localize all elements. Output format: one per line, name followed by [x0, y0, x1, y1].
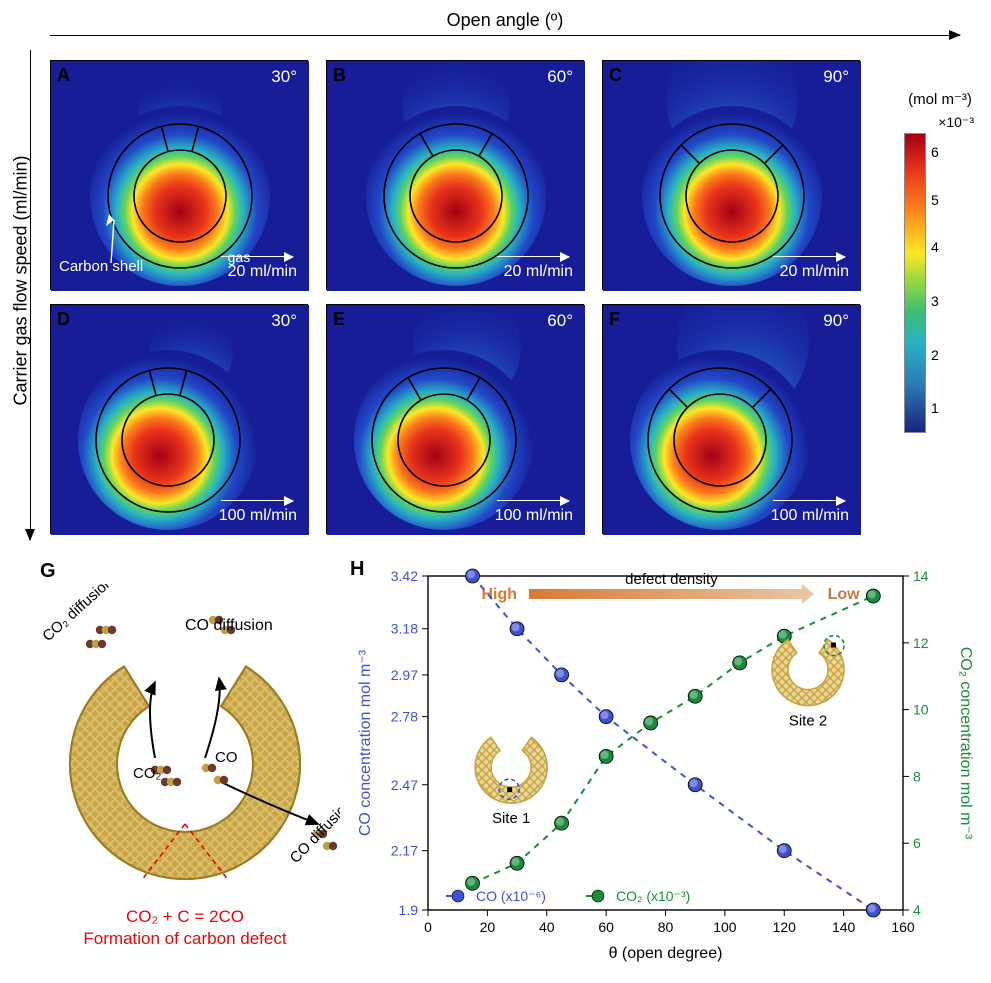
svg-text:3.42: 3.42: [391, 568, 418, 584]
svg-text:10: 10: [913, 702, 929, 718]
svg-text:1.9: 1.9: [399, 902, 419, 918]
heatmap-panel-c: C 90° 20 ml/min: [602, 60, 860, 290]
panel-angle-label: 90°: [823, 67, 849, 87]
panel-letter: C: [609, 65, 622, 86]
colorbar-tick: 1: [931, 400, 939, 416]
svg-text:2.78: 2.78: [391, 709, 418, 725]
panel-angle-label: 30°: [271, 311, 297, 331]
gas-flow-label: 20 ml/min: [504, 263, 573, 281]
svg-text:Site 1: Site 1: [492, 810, 530, 827]
gas-flow-label: 100 ml/min: [219, 507, 297, 525]
colorbar-tick: 4: [931, 239, 939, 255]
svg-text:12: 12: [913, 635, 929, 651]
gas-flow-arrow: [497, 500, 569, 502]
left-axis-arrow: [30, 50, 31, 540]
svg-text:Low: Low: [828, 586, 861, 603]
svg-text:CO₂ concentration mol m⁻³: CO₂ concentration mol m⁻³: [957, 647, 974, 840]
heatmap-panel-d: D 30° 100 ml/min: [50, 304, 308, 534]
heatmap-panel-a: A 30° gas20 ml/min Carbon shell: [50, 60, 308, 290]
svg-text:CO diffusion: CO diffusion: [287, 796, 340, 867]
svg-text:High: High: [481, 586, 517, 603]
gas-flow-label: 100 ml/min: [771, 507, 849, 525]
heatmap-panel-b: B 60° 20 ml/min: [326, 60, 584, 290]
gas-flow-label: 20 ml/min: [780, 263, 849, 281]
svg-text:CO (x10⁻⁶): CO (x10⁻⁶): [476, 888, 546, 904]
colorbar-tick: 5: [931, 192, 939, 208]
svg-text:CO: CO: [215, 749, 238, 766]
svg-text:CO concentration mol m⁻³: CO concentration mol m⁻³: [357, 649, 374, 836]
colorbar-exponent: ×10⁻³: [900, 114, 980, 131]
top-axis-arrow: [50, 35, 960, 36]
svg-text:CO₂: CO₂: [133, 765, 162, 782]
gas-flow-arrow: [221, 500, 293, 502]
svg-text:20: 20: [480, 919, 496, 935]
gas-flow-arrow: [497, 256, 569, 258]
top-axis: Open angle (º): [50, 10, 960, 36]
svg-text:2.47: 2.47: [391, 777, 418, 793]
svg-text:2.97: 2.97: [391, 667, 418, 683]
colorbar-tick: 2: [931, 347, 939, 363]
heatmap-panel-f: F 90° 100 ml/min: [602, 304, 860, 534]
heatmap-panel-e: E 60° 100 ml/min: [326, 304, 584, 534]
top-axis-label: Open angle (º): [50, 10, 960, 31]
colorbar-tick: 3: [931, 293, 939, 309]
colorbar-tick: 6: [931, 144, 939, 160]
svg-text:4: 4: [913, 902, 921, 918]
gas-flow-arrow: [773, 256, 845, 258]
svg-text:CO₂ (x10⁻³): CO₂ (x10⁻³): [616, 888, 690, 904]
panel-letter: B: [333, 65, 346, 86]
panel-h-chart: 0 20 40 60 80 100 120 140 160 θ (open degree) 1.9 2…: [350, 558, 975, 968]
panel-angle-label: 60°: [547, 67, 573, 87]
svg-text:100: 100: [713, 919, 737, 935]
reaction-equation: CO₂ + C = 2CO: [126, 907, 244, 926]
panel-h: H 0 20 40 60 80 100 120 140 160 θ (open degree) 1.…: [350, 558, 975, 968]
svg-text:120: 120: [773, 919, 797, 935]
svg-text:80: 80: [658, 919, 674, 935]
panel-g-caption: CO₂ + C = 2CO Formation of carbon defect: [30, 906, 340, 950]
panel-letter: E: [333, 309, 345, 330]
svg-text:3.18: 3.18: [391, 621, 418, 637]
svg-text:2.17: 2.17: [391, 843, 418, 859]
svg-text:8: 8: [913, 768, 921, 784]
panel-g-diagram: CO₂ diffusion CO diffusion CO₂ CO CO diffusi…: [30, 584, 340, 904]
gas-flow-label: gas20 ml/min: [228, 249, 297, 281]
colorbar-gradient: 654321: [904, 133, 926, 433]
svg-text:60: 60: [598, 919, 614, 935]
svg-text:6: 6: [913, 835, 921, 851]
svg-text:Site 2: Site 2: [789, 713, 827, 730]
panel-h-letter: H: [350, 558, 364, 581]
panel-letter: A: [57, 65, 70, 86]
svg-text:defect density: defect density: [625, 571, 718, 588]
svg-text:θ (open degree): θ (open degree): [609, 945, 723, 962]
svg-text:CO diffusion: CO diffusion: [185, 617, 273, 634]
panel-angle-label: 90°: [823, 311, 849, 331]
panel-letter: D: [57, 309, 70, 330]
svg-text:14: 14: [913, 568, 929, 584]
heatmap-panels-grid: A 30° gas20 ml/min Carbon shell: [50, 60, 890, 534]
left-axis: Carrier gas flow speed (ml/min): [6, 50, 34, 540]
svg-text:140: 140: [832, 919, 856, 935]
svg-text:0: 0: [424, 919, 432, 935]
panel-g-letter: G: [40, 560, 56, 583]
svg-text:CO₂ diffusion: CO₂ diffusion: [39, 584, 116, 645]
reaction-description: Formation of carbon defect: [83, 929, 286, 948]
panel-angle-label: 60°: [547, 311, 573, 331]
panel-g: G CO₂ diffusion CO diffusion CO₂ CO CO diffu…: [30, 560, 340, 960]
left-axis-label: Carrier gas flow speed (ml/min): [11, 146, 32, 416]
svg-text:40: 40: [539, 919, 555, 935]
colorbar-unit: (mol m⁻³): [900, 90, 980, 108]
svg-text:160: 160: [891, 919, 915, 935]
panel-angle-label: 30°: [271, 67, 297, 87]
carbon-shell-label: Carbon shell: [59, 258, 143, 275]
gas-flow-arrow: [773, 500, 845, 502]
panel-letter: F: [609, 309, 620, 330]
colorbar: (mol m⁻³) ×10⁻³ 654321: [900, 90, 980, 433]
gas-flow-label: 100 ml/min: [495, 507, 573, 525]
